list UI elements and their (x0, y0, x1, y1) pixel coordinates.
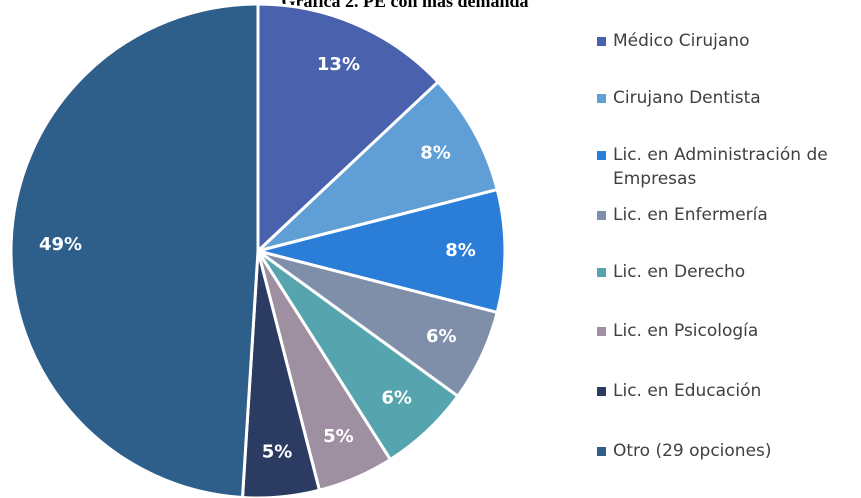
data-label: 5% (323, 426, 354, 447)
data-label: 8% (420, 142, 451, 163)
pie-slice (9, 2, 260, 498)
legend-entry: Cirujano Dentista (597, 86, 859, 110)
pie-slice (257, 187, 507, 315)
pie-slice (256, 2, 441, 255)
legend-swatch (597, 151, 606, 160)
legend-label: Lic. en Administración de Empresas (613, 145, 828, 189)
data-label: 6% (381, 388, 412, 409)
data-label: 49% (39, 234, 82, 255)
legend-entry: Médico Cirujano (597, 29, 859, 53)
data-label: 5% (262, 442, 293, 463)
data-label: 6% (426, 326, 457, 347)
legend-entry: Lic. en Enfermería (597, 203, 859, 227)
legend-entry: Lic. en Educación (597, 379, 859, 403)
legend-label: Lic. en Educación (613, 381, 762, 401)
legend-label: Lic. en Enfermería (613, 205, 768, 225)
legend-swatch (597, 94, 606, 103)
legend-swatch (597, 447, 606, 456)
legend-entry: Lic. en Psicología (597, 319, 859, 343)
chart-title: Gráfica 2. PE con más demanda (282, 0, 529, 11)
legend-label: Otro (29 opciones) (613, 441, 772, 461)
legend-label: Cirujano Dentista (613, 88, 761, 108)
legend-swatch (597, 387, 606, 396)
legend-label: Lic. en Derecho (613, 262, 746, 282)
pie-slice (256, 79, 500, 253)
legend-swatch (597, 211, 606, 220)
legend-swatch (597, 327, 606, 336)
data-label: 13% (317, 54, 360, 75)
legend-label: Lic. en Psicología (613, 321, 759, 341)
data-label: 8% (445, 240, 476, 261)
legend-entry: Lic. en Administración de Empresas (597, 143, 859, 191)
legend-swatch (597, 268, 606, 277)
legend-swatch (597, 37, 606, 46)
legend-label: Médico Cirujano (613, 31, 750, 51)
legend-entry: Lic. en Derecho (597, 260, 859, 284)
legend-entry: Otro (29 opciones) (597, 439, 859, 463)
